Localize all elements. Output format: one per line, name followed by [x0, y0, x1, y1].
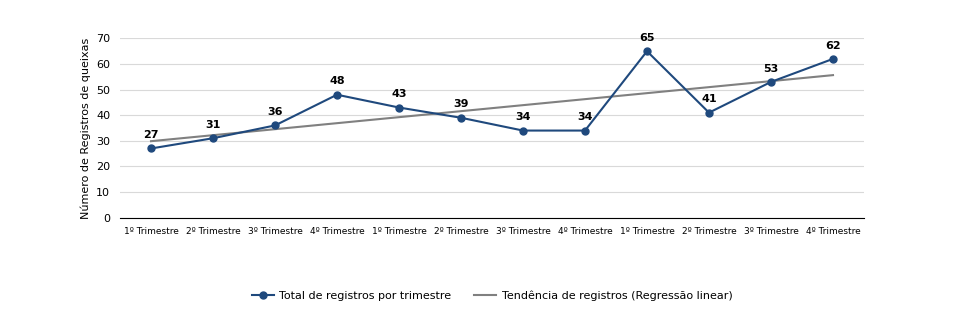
- Text: 36: 36: [267, 107, 283, 117]
- Text: 41: 41: [701, 94, 717, 104]
- Text: 27: 27: [143, 130, 158, 140]
- Y-axis label: Número de Registros de queixas: Número de Registros de queixas: [80, 37, 90, 219]
- Text: 34: 34: [516, 112, 531, 122]
- Text: 34: 34: [577, 112, 592, 122]
- Text: 65: 65: [639, 33, 655, 43]
- Text: 39: 39: [453, 100, 468, 109]
- Text: 53: 53: [763, 64, 779, 74]
- Text: 31: 31: [205, 120, 221, 130]
- Text: 48: 48: [329, 76, 345, 86]
- Text: 62: 62: [826, 41, 841, 51]
- Text: 43: 43: [392, 89, 407, 99]
- Legend: Total de registros por trimestre, Tendência de registros (Regressão linear): Total de registros por trimestre, Tendên…: [248, 286, 736, 305]
